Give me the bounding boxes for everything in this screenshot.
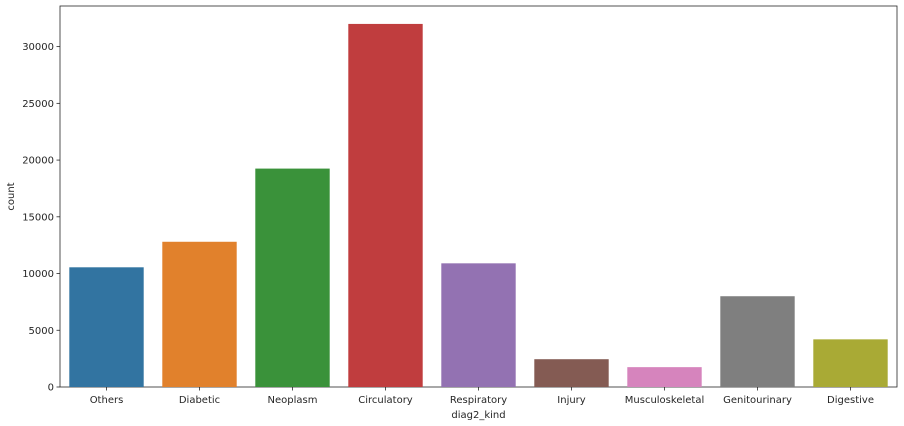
x-tick-label-circulatory: Circulatory (358, 395, 413, 406)
x-tick-label-musculoskeletal: Musculoskeletal (625, 395, 704, 406)
y-tick-label: 30000 (22, 42, 54, 53)
bar-others (69, 267, 144, 387)
bar-musculoskeletal (627, 367, 702, 387)
y-tick-label: 5000 (29, 326, 54, 337)
x-tick-label-genitourinary: Genitourinary (723, 395, 792, 406)
x-tick-label-diabetic: Diabetic (179, 395, 220, 406)
x-axis-ticks: Others Diabetic Neoplasm Circulatory Respira… (90, 387, 874, 406)
x-tick-label-respiratory: Respiratory (450, 395, 507, 406)
bar-diabetic (162, 241, 237, 387)
y-tick-label: 20000 (22, 156, 54, 167)
x-tick-label-injury: Injury (557, 395, 586, 406)
bar-neoplasm (255, 168, 330, 387)
x-tick-label-others: Others (90, 395, 124, 406)
y-tick-label: 0 (48, 383, 54, 394)
bar-injury (534, 359, 609, 387)
bar-genitourinary (720, 296, 795, 387)
y-tick-label: 10000 (22, 269, 54, 280)
x-tick-label-neoplasm: Neoplasm (268, 395, 318, 406)
bar-digestive (813, 339, 888, 387)
y-tick-label: 15000 (22, 212, 54, 223)
y-axis-label: count (6, 182, 17, 210)
bar-respiratory (441, 263, 516, 387)
y-tick-label: 25000 (22, 99, 54, 110)
bars-group (69, 23, 888, 387)
y-axis-ticks: 0 5000 10000 15000 20000 25000 30000 (22, 42, 60, 394)
bar-circulatory (348, 23, 423, 387)
x-tick-label-digestive: Digestive (827, 395, 874, 406)
x-axis-label: diag2_kind (451, 410, 505, 421)
